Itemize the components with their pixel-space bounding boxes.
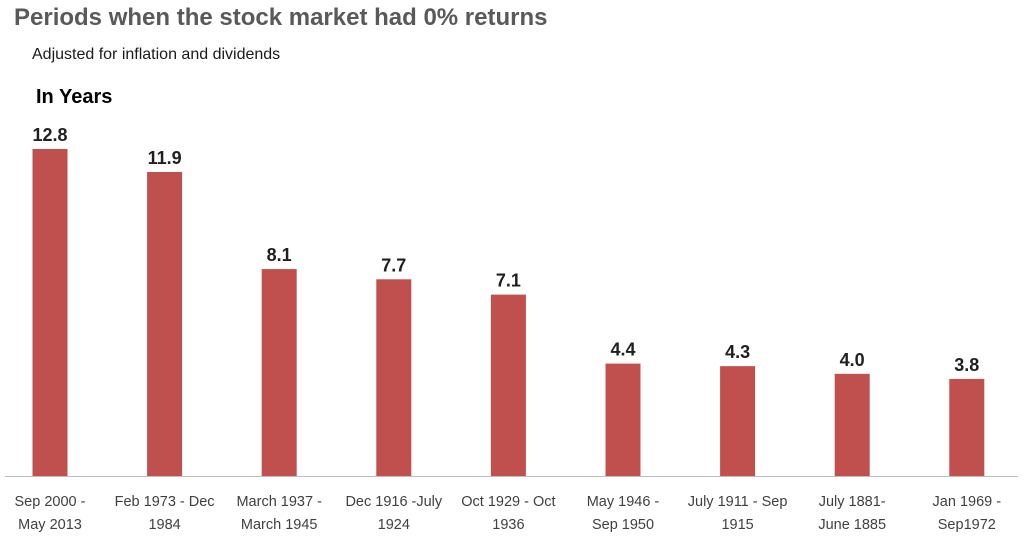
bar-value-label: 11.9 (148, 148, 182, 168)
x-tick-label: Sep 1950 (592, 517, 654, 533)
bar (376, 279, 412, 476)
bar-value-label: 7.7 (381, 255, 406, 275)
bar (32, 149, 68, 476)
bar (605, 363, 641, 476)
bar (261, 269, 297, 476)
x-tick-label: 1915 (721, 517, 753, 533)
x-tick-label: March 1937 - (236, 494, 322, 510)
bar-value-label: 3.8 (954, 355, 979, 375)
bar-value-label: 4.4 (610, 340, 635, 360)
x-tick-label: July 1881- (819, 494, 886, 510)
x-tick-label: May 2013 (18, 517, 82, 533)
y-axis-unit-label: In Years (36, 86, 113, 108)
x-tick-label: Sep 2000 - (15, 494, 86, 510)
bar-value-label: 4.3 (725, 342, 750, 362)
x-tick-label: March 1945 (241, 517, 318, 533)
bar (834, 373, 870, 476)
x-tick-label: Sep1972 (938, 517, 996, 533)
bar-value-label: 4.0 (840, 350, 865, 370)
x-tick-label: 1936 (492, 517, 524, 533)
bar (147, 171, 183, 476)
bar-value-label: 7.1 (496, 271, 521, 291)
x-tick-label: Dec 1916 -July (345, 494, 442, 510)
x-tick-label: Oct 1929 - Oct (461, 494, 555, 510)
x-tick-label: May 1946 - (587, 494, 660, 510)
bar-value-label: 8.1 (267, 245, 292, 265)
bar (949, 378, 985, 476)
bar (720, 366, 756, 476)
x-tick-label: July 1911 - Sep (688, 494, 788, 510)
x-tick-label: Jan 1969 - (933, 494, 1002, 510)
bar (490, 294, 526, 476)
chart-subtitle: Adjusted for inflation and dividends (32, 46, 281, 63)
x-tick-label: June 1885 (818, 517, 886, 533)
chart-title: Periods when the stock market had 0% ret… (14, 4, 548, 31)
bar-value-label: 12.8 (32, 125, 67, 145)
x-tick-label: 1924 (378, 517, 410, 533)
x-tick-label: Feb 1973 - Dec (115, 494, 215, 510)
x-tick-label: 1984 (148, 517, 180, 533)
